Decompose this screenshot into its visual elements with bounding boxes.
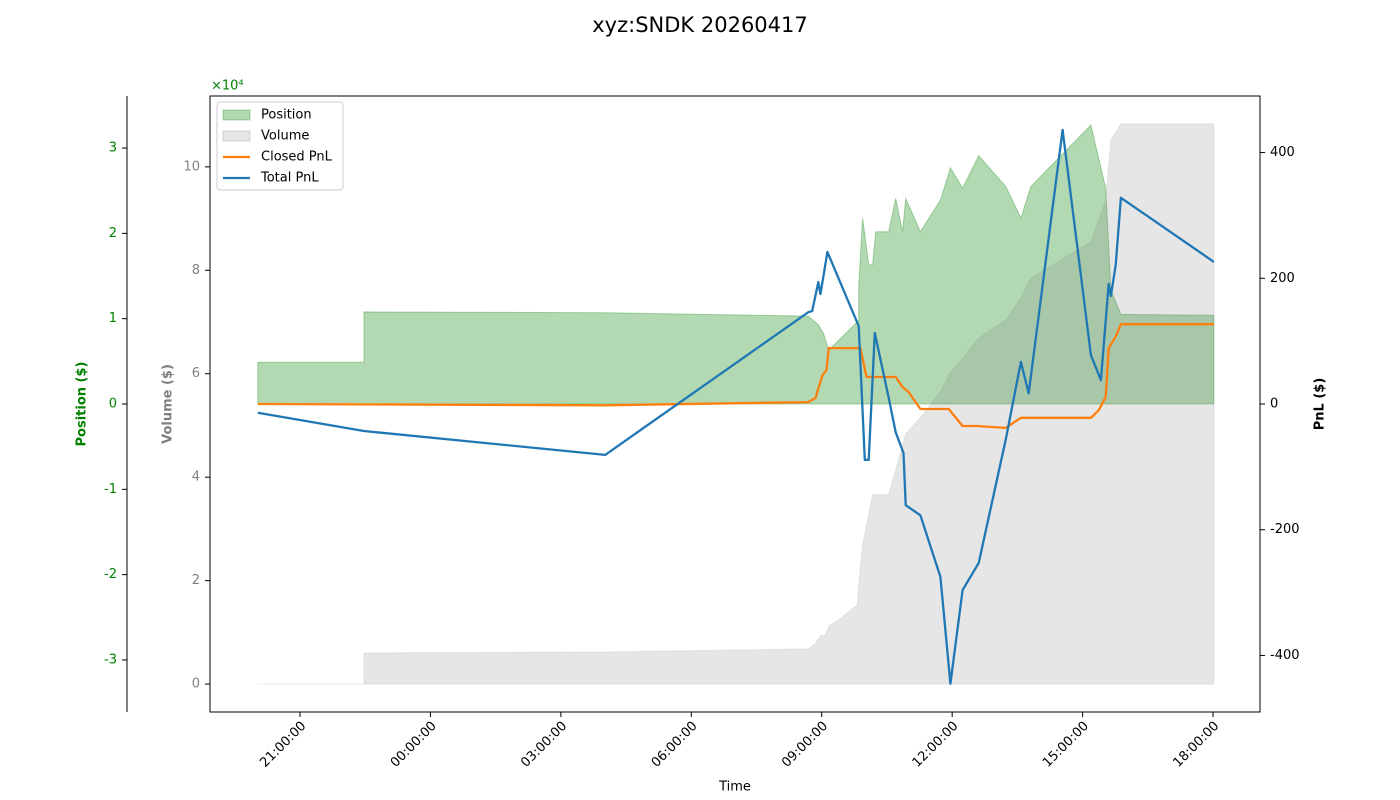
y-tick-label: -1 [104,482,117,497]
y-tick-label: 8 [192,263,200,278]
y-tick-label: -200 [1270,522,1300,537]
y-tick-label: -2 [104,567,117,582]
y-tick-label: 2 [192,573,200,588]
x-axis-label: Time [718,780,751,795]
y-tick-label: 400 [1270,145,1295,160]
legend-swatch [222,109,251,121]
x-tick-label: 21:00:00 [257,719,309,771]
y-axis-label: Position ($) [75,362,90,447]
x-tick-label: 18:00:00 [1170,719,1222,771]
y-tick-label: 2 [109,226,117,241]
x-tick-label: 12:00:00 [910,719,962,771]
y-tick-label: -3 [104,652,117,667]
legend-box [216,101,344,191]
legend-label: Total PnL [260,171,319,186]
x-tick-label: 06:00:00 [649,719,701,771]
legend-label: Closed PnL [261,150,333,165]
chart-title: xyz:SNDK 20260417 [592,13,808,37]
x-tick-label: 15:00:00 [1040,719,1092,771]
y-tick-label: 1 [109,311,117,326]
x-tick-label: 09:00:00 [779,719,831,771]
y-tick-label: 200 [1270,271,1295,286]
y-tick-label: 6 [192,366,200,381]
legend: Position Volume Closed PnL Total PnL [216,101,344,191]
y-tick-label: 0 [109,397,117,412]
y-axis-label: PnL ($) [1313,378,1328,431]
area [257,123,1215,405]
legend-label: Position [261,108,312,123]
y-tick-label: -400 [1270,648,1300,663]
x-tick-label: 00:00:00 [388,719,440,771]
y-offset-label: ×10⁴ [211,79,244,94]
line [257,323,1214,430]
legend-label: Volume [261,129,309,144]
y-tick-label: 0 [1270,397,1278,412]
x-tick-label: 03:00:00 [518,719,570,771]
area [257,123,1215,685]
line [257,128,1215,685]
y-axis-label: Volume ($) [161,364,176,444]
y-tick-label: 4 [192,470,200,485]
y-tick-label: 0 [192,677,200,692]
y-tick-label: 10 [183,159,200,174]
y-tick-label: 3 [109,141,117,156]
legend-swatch [222,130,251,142]
